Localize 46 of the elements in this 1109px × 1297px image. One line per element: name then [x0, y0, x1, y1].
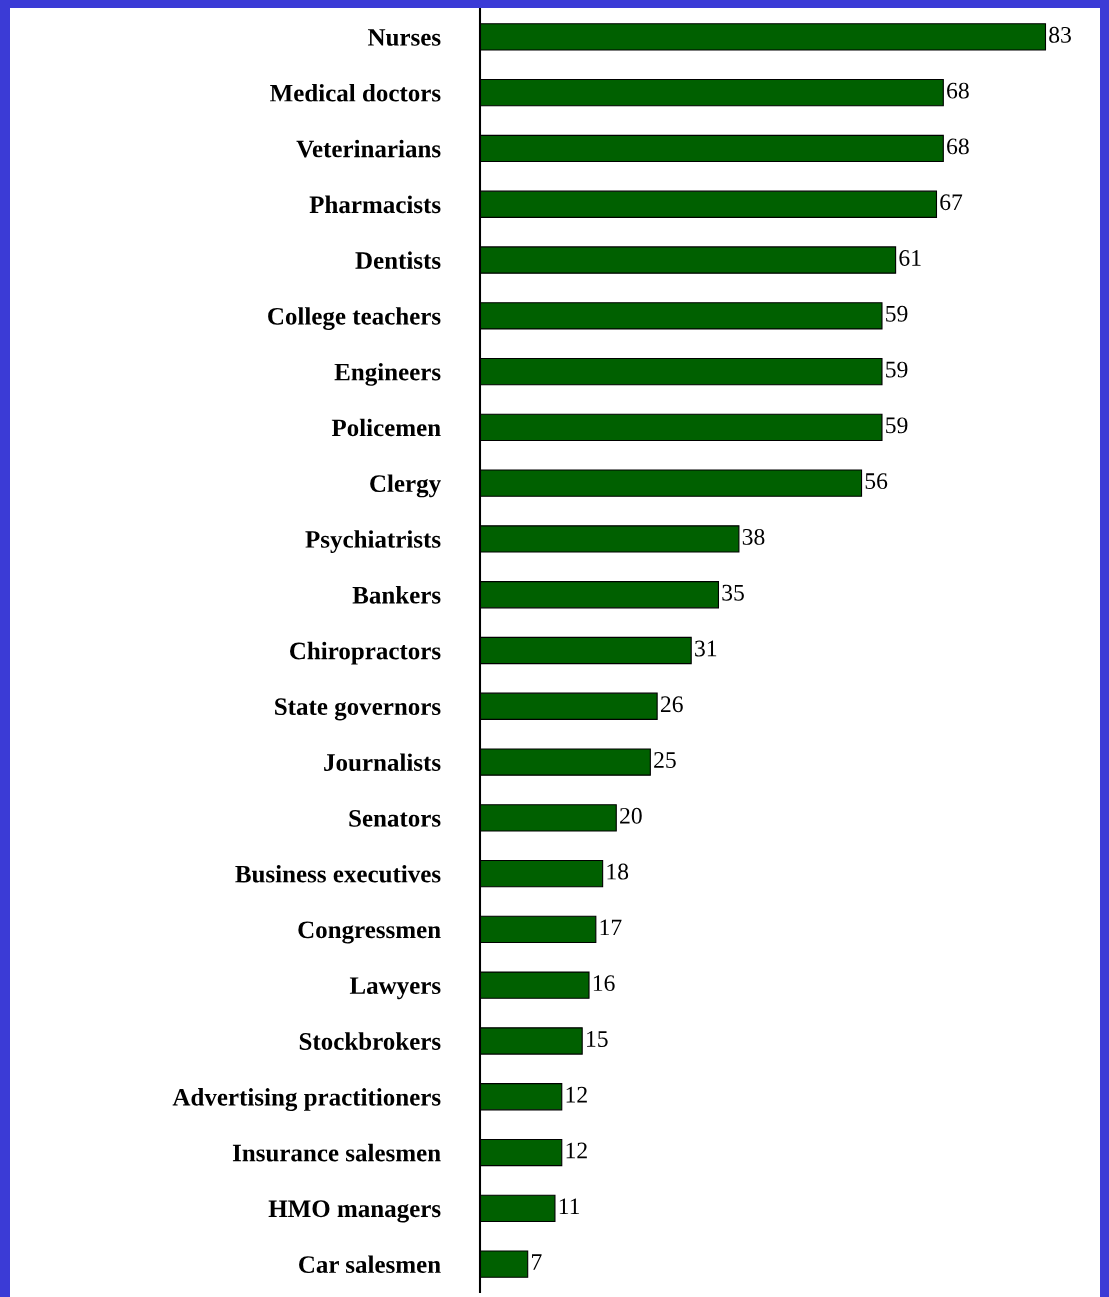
y-tick-label: Senators — [349, 809, 441, 827]
data-label: 18 — [607, 863, 629, 880]
data-label: 83 — [1049, 26, 1071, 43]
data-label: 20 — [620, 807, 642, 824]
data-label: 59 — [886, 417, 908, 434]
data-label: 16 — [593, 975, 615, 992]
data-label: 31 — [695, 640, 717, 657]
data-label: 7 — [532, 1254, 542, 1270]
data-label: 12 — [566, 1142, 587, 1159]
y-tick-label: Lawyers — [349, 977, 441, 1000]
data-label: 11 — [559, 1198, 580, 1214]
y-tick-label: Advertising practitioners — [172, 1088, 441, 1111]
y-tick-label: Stockbrokers — [299, 1032, 441, 1050]
data-label: 38 — [742, 528, 765, 545]
data-label: 25 — [654, 752, 676, 768]
y-tick-label: Congressmen — [298, 921, 441, 944]
data-label: 12 — [566, 1086, 587, 1103]
y-tick-label: Policemen — [331, 418, 441, 437]
data-label: 15 — [587, 1031, 608, 1047]
y-tick-label: Nurses — [367, 29, 441, 46]
y-tick-label: State governors — [275, 698, 441, 721]
data-label: 67 — [940, 194, 963, 211]
y-tick-label: Car salesmen — [299, 1255, 441, 1274]
y-tick-label: Chiropractors — [290, 641, 441, 665]
data-label: 61 — [899, 250, 921, 266]
y-tick-label: College teachers — [268, 307, 441, 330]
data-label: 59 — [886, 361, 908, 378]
y-tick-label: HMO managers — [268, 1200, 441, 1223]
y-tick-label: Bankers — [352, 586, 441, 604]
y-tick-label: Pharmacists — [309, 195, 441, 214]
y-tick-label: Insurance salesmen — [232, 1143, 441, 1162]
y-tick-label: Medical doctors — [270, 84, 441, 102]
y-tick-label: Business executives — [235, 864, 441, 883]
data-label: 59 — [886, 305, 908, 322]
data-label: 68 — [947, 138, 969, 155]
y-tick-label: Psychiatrists — [305, 530, 441, 553]
y-tick-label: Engineers — [334, 362, 441, 386]
y-tick-label: Dentists — [355, 251, 441, 269]
y-tick-label: Journalists — [324, 753, 441, 772]
data-label: 68 — [947, 82, 969, 99]
y-tick-label: Clergy — [370, 474, 441, 498]
data-label: 56 — [865, 473, 888, 490]
data-label: 17 — [600, 919, 622, 936]
data-label: 26 — [660, 696, 683, 713]
data-label: 35 — [722, 584, 744, 601]
y-tick-label: Veterinarians — [296, 139, 441, 158]
